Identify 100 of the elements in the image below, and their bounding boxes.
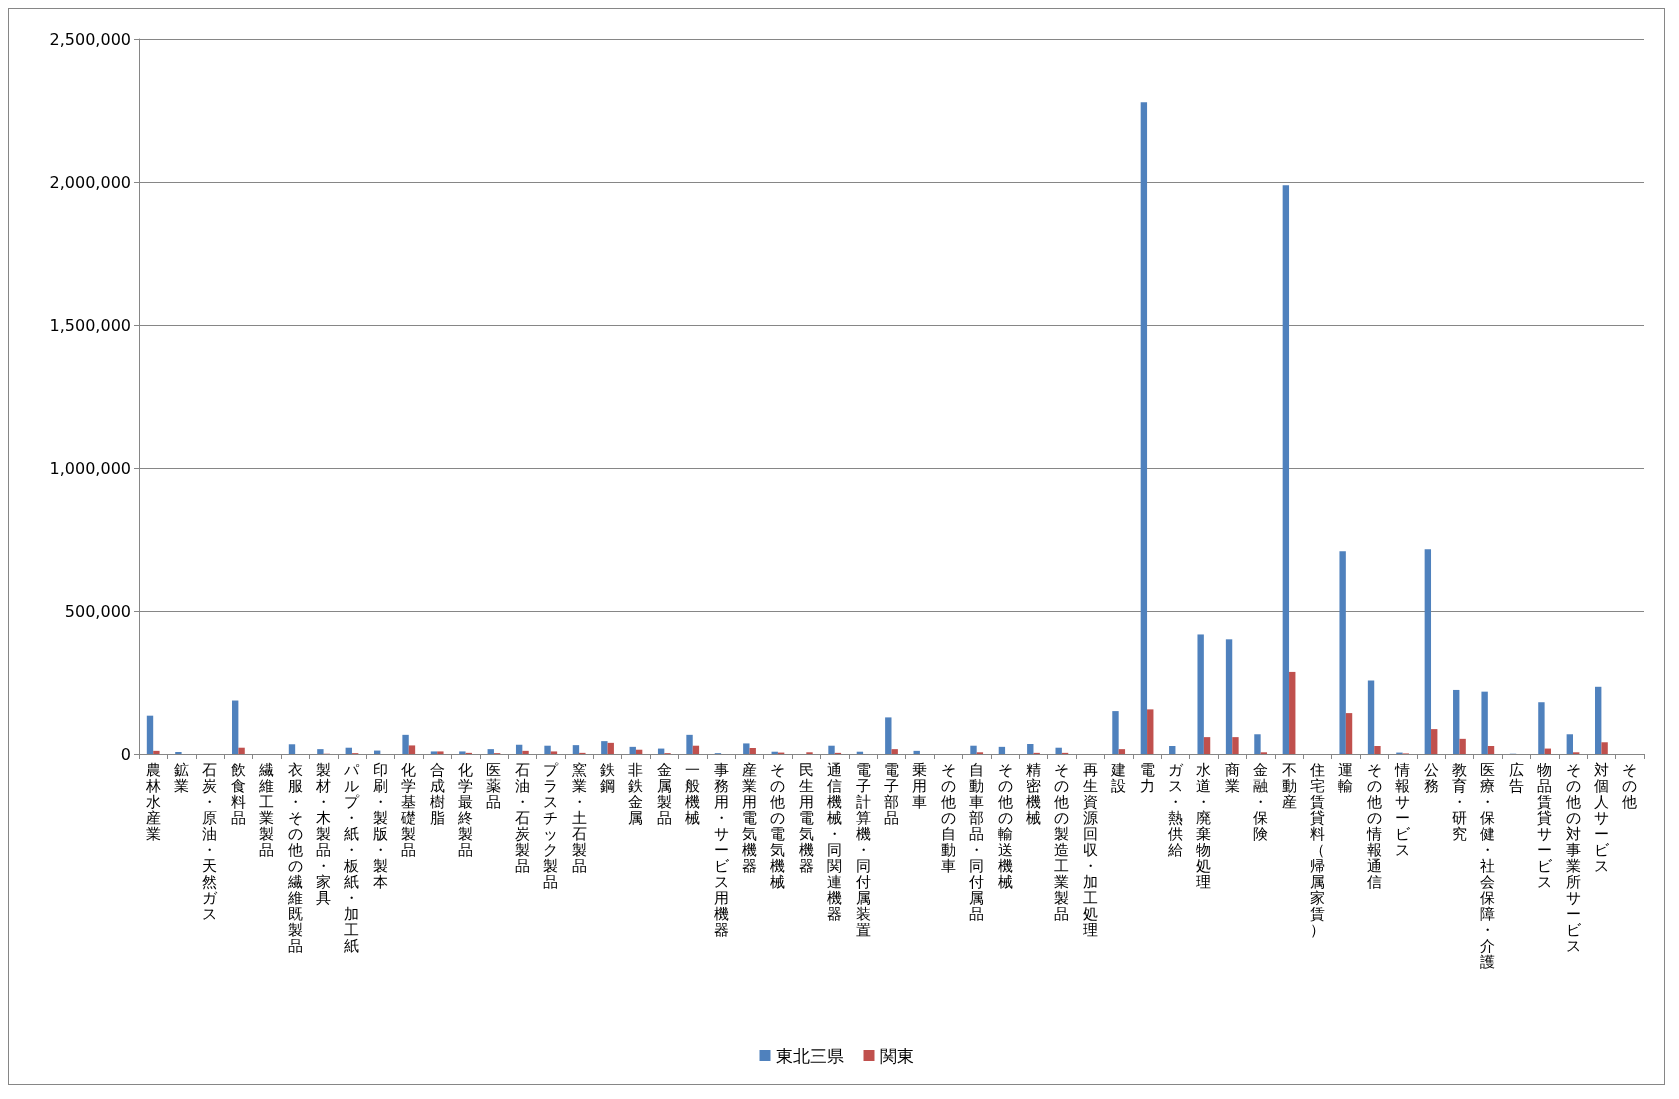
x-tick-label: その他 [1622,761,1638,811]
y-tick-label: 2,500,000 [49,29,131,49]
bar [459,751,466,754]
bar [522,750,529,754]
bar [1601,742,1608,754]
category-label: 医療・保健・社会保障・介護 [1480,761,1496,971]
x-tick-label: 公務 [1423,761,1439,795]
bar [437,751,444,754]
x-tick-label: 電子部品 [884,761,899,827]
x-tick-label: 医薬品 [486,761,502,811]
bar [1566,734,1574,754]
bar [1118,749,1126,754]
x-tick-label: 合成樹脂 [429,761,445,827]
bar [1282,185,1290,754]
bar [1027,743,1034,754]
x-tick-label: 広告 [1508,761,1524,795]
bar [153,750,160,754]
bar [1169,745,1176,754]
bar [430,751,438,754]
category-label: 石炭・原油・天然ガス [202,761,218,923]
bar [1453,689,1460,754]
bar [743,743,750,754]
bar [487,749,494,754]
bar [828,745,835,754]
legend-label: 東北三県 [775,1045,844,1066]
category-label: 自動車部品・同付属品 [969,761,985,923]
x-tick-label: 教育・研究 [1451,761,1467,843]
bar [1055,747,1062,754]
bar [345,747,352,754]
bar [1431,729,1438,754]
x-tick-label: 電力 [1139,761,1155,795]
x-tick-label: その他の自動車 [940,761,956,875]
x-tick-label: 繊維工業製品 [258,761,275,859]
category-label: パルプ・紙・板紙・加工紙 [344,761,360,955]
category-label: 電子計算機・同付属装置 [855,761,871,939]
bar [550,751,558,754]
x-tick-label: その他の電気機械 [770,761,786,891]
x-tick-label: 物品賃貸サービス [1537,761,1554,891]
bar [1203,737,1211,754]
x-tick-label: 商業 [1224,761,1240,795]
bar [998,746,1006,754]
bar [749,747,756,754]
bar [1424,549,1432,754]
y-tick-label: 1,000,000 [49,458,131,478]
y-tick-label: 1,500,000 [49,315,131,335]
bar [1345,713,1353,754]
bar [885,717,892,754]
bar [146,715,154,754]
x-tick-label: 化学基礎製品 [400,761,417,859]
y-tick-label: 2,000,000 [49,172,131,192]
x-tick-label: その他の輸送機械 [997,761,1013,891]
x-tick-label: 飲食料品 [230,761,246,827]
bar [1140,102,1148,754]
category-label: 住宅賃貸料（帰属家賃） [1309,761,1325,939]
x-tick-label: 金融・保険 [1253,761,1269,843]
bar [238,747,245,754]
x-tick-label: 建設 [1110,761,1127,795]
bar [515,744,523,754]
x-tick-label: ガス・熱供給 [1166,761,1184,859]
x-tick-label: 不動産 [1281,761,1297,811]
bar [1197,634,1204,754]
bar [686,734,693,754]
bar [232,700,239,754]
category-label: その他の製造工業製品 [1054,761,1070,923]
bar [1459,738,1466,754]
bar [317,749,324,754]
bar [1112,711,1119,754]
bar [607,742,614,754]
x-tick-label: 農林水産業 [144,761,161,843]
x-tick-label: 鉄鋼 [600,761,616,795]
bar [1339,551,1346,754]
category-label: 衣服・その他の繊維既製品 [287,761,303,955]
x-tick-label: 産業用電気機器 [742,761,758,875]
bar [1225,639,1233,754]
x-tick-label: その他の情報通信 [1365,761,1382,891]
bar [1481,691,1488,754]
x-tick-label: 石油・石炭製品 [514,761,530,875]
bar [1254,734,1261,754]
x-tick-label: 精密機械 [1025,761,1041,827]
x-tick-label: 窯業・土石製品 [571,761,587,875]
bar [913,750,920,754]
x-tick-label: プラスチック製品 [543,761,560,891]
x-tick-label: 一般機械 [685,761,701,827]
bar [1595,686,1602,754]
y-tick-label: 0 [120,744,131,764]
bar [629,746,636,754]
x-tick-label: 化学最終製品 [457,761,474,859]
x-tick-label: 対個人サービス [1593,761,1610,875]
bar [544,745,551,754]
x-tick-label: 非鉄金属 [628,761,644,827]
legend-label: 関東 [879,1045,914,1066]
bar [1374,745,1381,754]
y-tick-label: 500,000 [64,601,131,621]
bar [970,745,977,754]
bar [891,749,898,754]
bar [1147,709,1154,754]
bar [692,745,700,754]
category-label: 通信機械・同関連機器 [827,761,843,923]
bar [572,745,580,754]
bar [1487,745,1495,754]
